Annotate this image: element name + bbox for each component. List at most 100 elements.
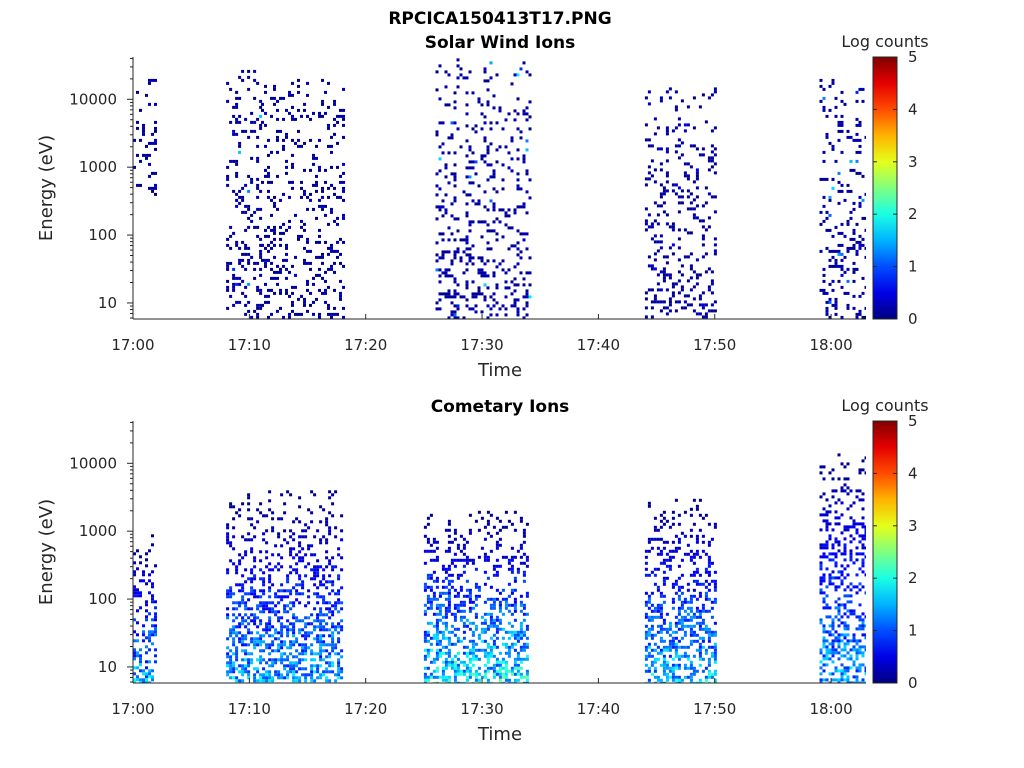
count-cell — [665, 306, 669, 310]
count-cell — [822, 645, 826, 649]
count-cell — [447, 528, 451, 532]
count-cell — [858, 312, 862, 316]
count-cell — [489, 175, 493, 179]
count-cell — [710, 654, 714, 658]
count-cell — [250, 219, 254, 223]
count-cell — [465, 91, 469, 95]
count-cell — [330, 183, 333, 187]
count-cell — [276, 129, 279, 133]
count-cell — [304, 637, 308, 641]
count-cell — [300, 294, 303, 298]
count-cell — [659, 609, 663, 613]
count-cell — [259, 267, 263, 271]
count-cell — [453, 654, 457, 658]
count-cell — [864, 456, 866, 460]
count-cell — [327, 222, 330, 226]
count-cell — [683, 645, 687, 649]
count-cell — [300, 312, 303, 316]
count-cell — [677, 300, 681, 304]
count-cell — [492, 645, 496, 649]
count-cell — [671, 516, 675, 520]
count-cell — [133, 552, 136, 556]
colorbar-tick-label: 5 — [908, 48, 918, 66]
count-cell — [450, 133, 454, 137]
count-cell — [861, 492, 865, 496]
count-cell — [447, 630, 451, 634]
count-cell — [298, 544, 302, 548]
count-cell — [331, 493, 335, 497]
count-cell — [513, 657, 517, 661]
count-cell — [253, 577, 257, 581]
count-cell — [525, 289, 529, 293]
count-cell — [855, 666, 859, 670]
count-cell — [333, 99, 336, 103]
count-cell — [321, 252, 324, 256]
count-cell — [861, 585, 865, 589]
count-cell — [644, 207, 648, 211]
count-cell — [713, 579, 717, 583]
count-cell — [300, 144, 303, 148]
count-cell — [498, 678, 502, 682]
count-cell — [453, 256, 457, 260]
count-cell — [250, 640, 254, 644]
count-cell — [423, 630, 427, 634]
count-cell — [662, 270, 666, 274]
count-cell — [858, 468, 862, 472]
count-cell — [686, 174, 690, 178]
count-cell — [268, 676, 272, 680]
count-cell — [342, 171, 345, 175]
count-cell — [855, 159, 859, 163]
count-cell — [151, 186, 154, 190]
count-cell — [828, 648, 832, 652]
count-cell — [226, 523, 230, 527]
count-cell — [689, 549, 693, 553]
count-cell — [653, 516, 657, 520]
count-cell — [274, 592, 278, 596]
count-cell — [259, 306, 263, 310]
count-cell — [423, 666, 427, 670]
count-cell — [318, 234, 321, 238]
count-cell — [846, 528, 850, 532]
count-cell — [852, 633, 856, 637]
count-cell — [507, 151, 511, 155]
count-cell — [316, 586, 320, 590]
count-cell — [313, 625, 317, 629]
count-cell — [852, 201, 856, 205]
count-cell — [253, 574, 257, 578]
count-cell — [151, 543, 154, 547]
count-cell — [683, 255, 687, 259]
count-cell — [465, 124, 469, 128]
count-cell — [304, 631, 308, 635]
count-cell — [858, 582, 862, 586]
count-cell — [516, 657, 520, 661]
count-cell — [486, 519, 490, 523]
count-cell — [653, 240, 657, 244]
count-cell — [447, 642, 451, 646]
count-cell — [322, 643, 326, 647]
count-cell — [671, 663, 675, 667]
count-cell — [298, 643, 302, 647]
count-cell — [825, 546, 829, 550]
count-cell — [650, 288, 654, 292]
count-cell — [292, 601, 296, 605]
count-cell — [247, 135, 251, 139]
count-cell — [277, 589, 281, 593]
count-cell — [653, 657, 657, 661]
count-cell — [339, 108, 342, 112]
count-cell — [438, 612, 442, 616]
count-cell — [232, 276, 236, 280]
count-cell — [834, 249, 838, 253]
count-cell — [692, 309, 696, 313]
count-cell — [456, 639, 460, 643]
count-cell — [513, 630, 517, 634]
count-cell — [522, 528, 526, 532]
count-cell — [477, 289, 481, 293]
count-cell — [659, 288, 663, 292]
count-cell — [680, 678, 684, 682]
count-cell — [692, 672, 696, 676]
count-cell — [429, 642, 433, 646]
count-cell — [330, 243, 333, 247]
count-cell — [698, 297, 702, 301]
count-cell — [701, 582, 705, 586]
count-cell — [522, 531, 526, 535]
